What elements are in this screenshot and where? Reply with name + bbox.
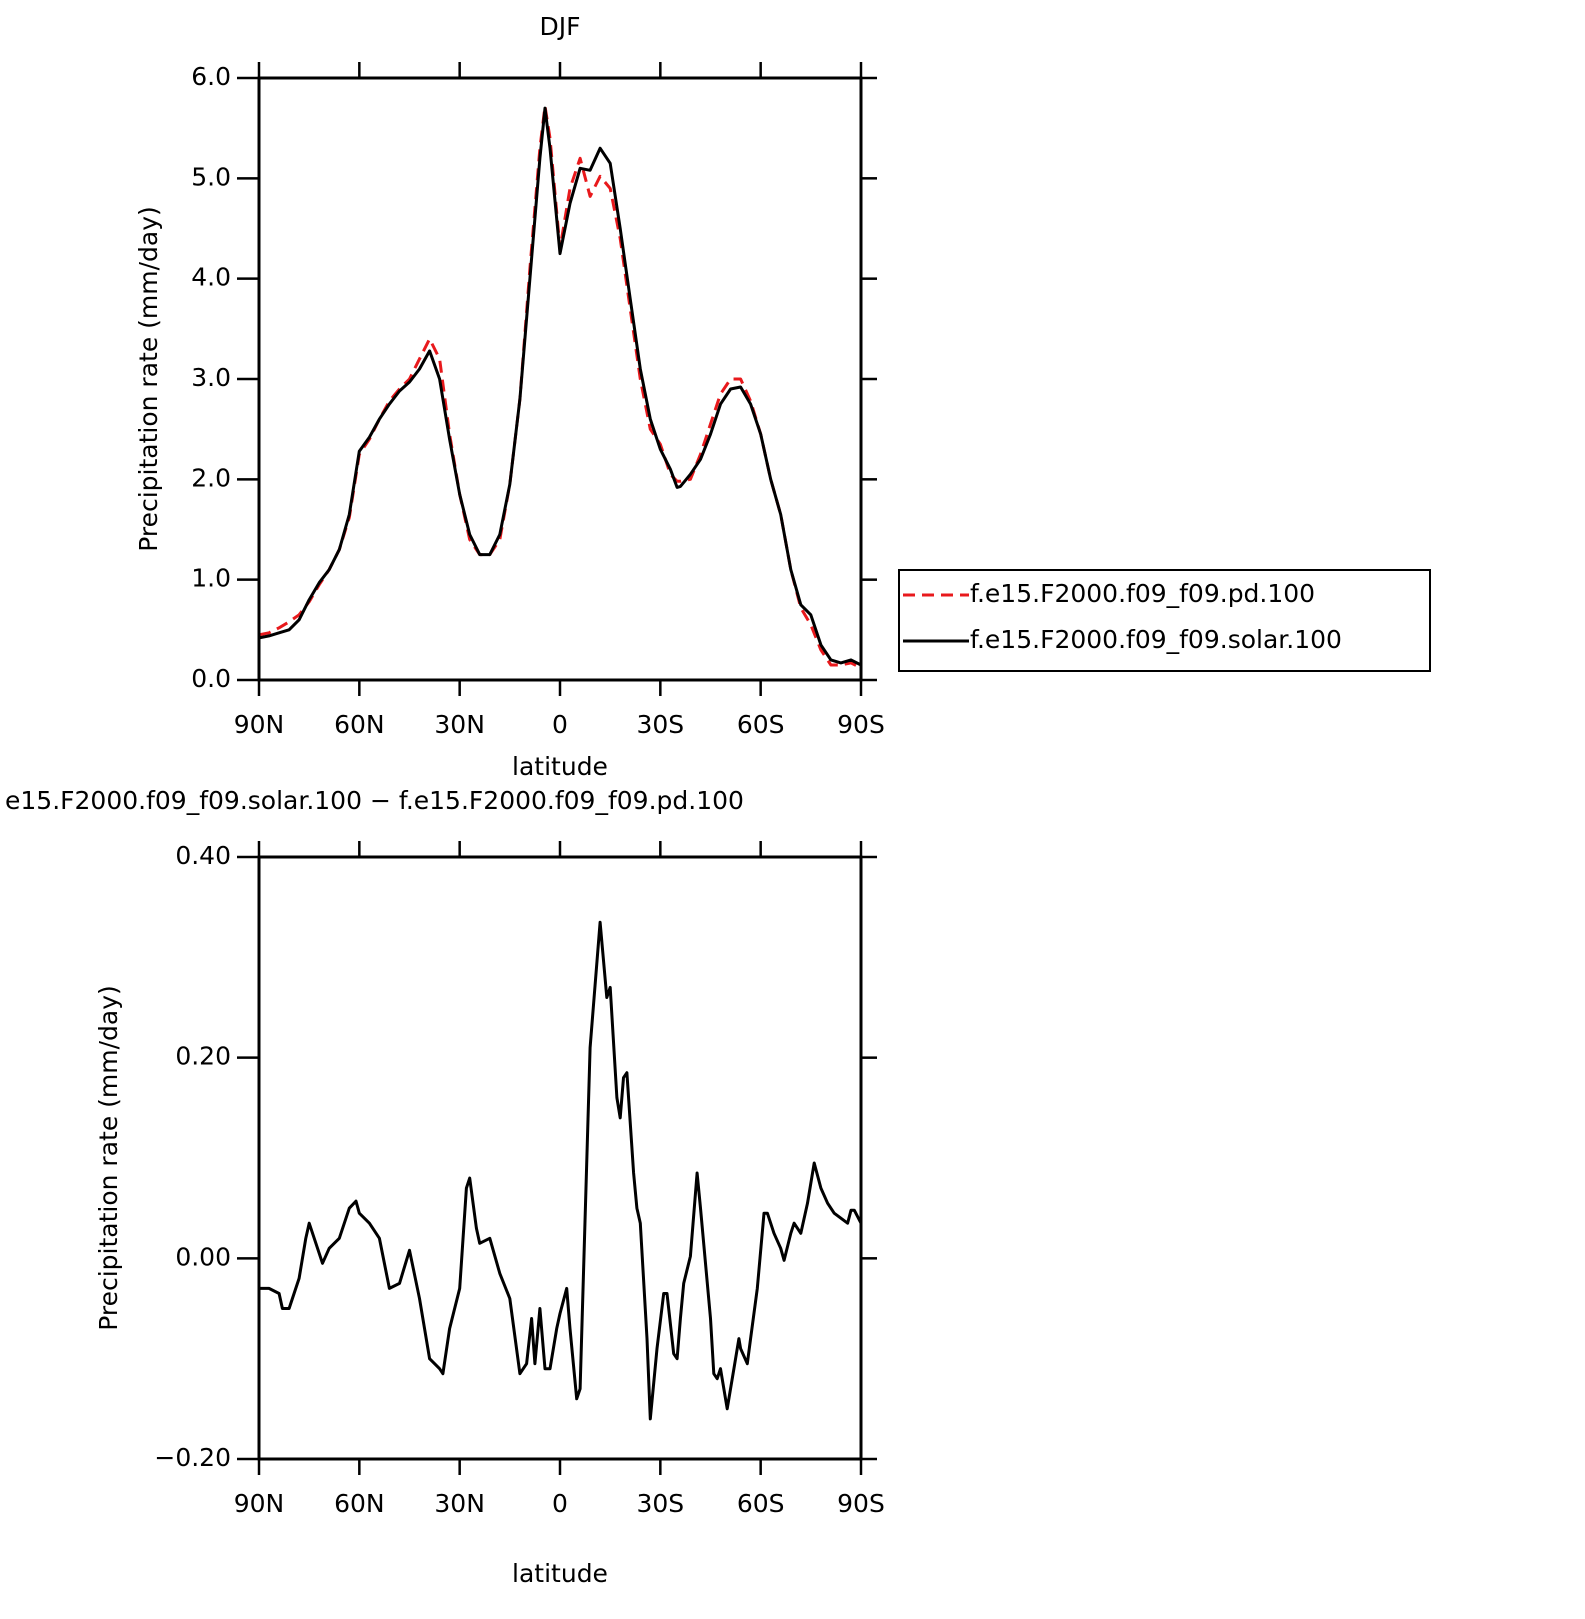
legend-label: f.e15.F2000.f09_f09.solar.100 <box>970 625 1342 654</box>
y-tick-label: 1.0 <box>191 564 231 593</box>
y-axis-label: Precipitation rate (mm/day) <box>134 206 163 552</box>
x-tick-label: 0 <box>552 1489 568 1518</box>
chart-title: e15.F2000.f09_f09.solar.100 − f.e15.F200… <box>5 786 744 815</box>
plot-frame <box>257 855 863 1461</box>
x-axis-label: latitude <box>512 752 608 781</box>
y-tick-label: 0.40 <box>175 841 231 870</box>
x-tick-label: 90N <box>234 1489 285 1518</box>
x-tick-label: 60N <box>334 1489 385 1518</box>
x-axis-label: latitude <box>512 1559 608 1588</box>
data-line <box>258 104 862 670</box>
y-tick-label: 6.0 <box>191 62 231 91</box>
y-tick-label: 0.0 <box>191 664 231 693</box>
data-line <box>259 920 863 1421</box>
x-tick-label: 90S <box>837 1489 885 1518</box>
y-tick-label: 0.00 <box>175 1242 231 1271</box>
y-tick-label: 0.20 <box>175 1042 231 1071</box>
x-tick-label: 90S <box>837 710 885 739</box>
x-tick-label: 0 <box>552 710 568 739</box>
legend-box <box>898 569 1431 672</box>
x-tick-label: 30N <box>434 1489 485 1518</box>
x-tick-label: 30N <box>434 710 485 739</box>
y-tick-label: 3.0 <box>191 363 231 392</box>
chart-title: DJF <box>539 12 580 41</box>
legend-label: f.e15.F2000.f09_f09.pd.100 <box>970 579 1315 608</box>
x-tick-label: 60S <box>737 1489 785 1518</box>
x-tick-label: 60N <box>334 710 385 739</box>
y-tick-label: −0.20 <box>154 1443 231 1472</box>
data-line <box>258 106 862 667</box>
y-tick-label: 5.0 <box>191 162 231 191</box>
x-tick-label: 30S <box>636 710 684 739</box>
x-tick-label: 90N <box>234 710 285 739</box>
x-tick-label: 60S <box>737 710 785 739</box>
y-tick-label: 2.0 <box>191 463 231 492</box>
y-tick-label: 4.0 <box>191 263 231 292</box>
x-tick-label: 30S <box>636 1489 684 1518</box>
plot-frame <box>257 76 863 682</box>
y-axis-label: Precipitation rate (mm/day) <box>94 985 123 1331</box>
